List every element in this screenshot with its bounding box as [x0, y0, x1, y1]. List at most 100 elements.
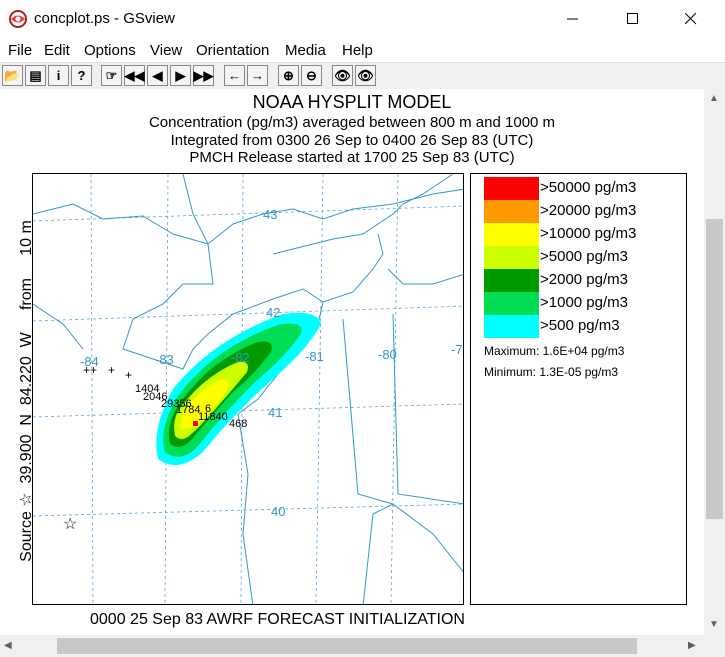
svg-text:+: +	[83, 363, 90, 377]
legend-label: >20000 pg/m3	[540, 202, 637, 219]
lon-label: -83	[155, 352, 174, 367]
find-button[interactable]: 👁	[332, 65, 353, 86]
legend-swatch	[484, 223, 539, 246]
folder-open-icon: 📂	[4, 67, 21, 83]
forecast-footer: 0000 25 Sep 83 AWRF FORECAST INITIALIZAT…	[90, 611, 465, 628]
arrow-left-icon: ←	[228, 68, 241, 83]
minimize-button[interactable]	[550, 0, 596, 38]
legend-swatch	[484, 177, 539, 200]
document-view: NOAA HYSPLIT MODEL Concentration (pg/m3)…	[0, 89, 704, 635]
horizontal-scroll-thumb[interactable]	[57, 638, 637, 654]
legend-swatch	[484, 246, 539, 269]
menu-bar: File Edit Options View Orientation Media…	[0, 38, 725, 62]
eye-icon: 👁	[357, 67, 374, 83]
menu-media[interactable]: Media	[285, 42, 326, 59]
sampler-markers: + + + +	[83, 363, 132, 382]
window-title: concplot.ps - GSview	[34, 10, 175, 27]
plot-subtitle-integration: Integrated from 0300 26 Sep to 0400 26 S…	[170, 132, 534, 149]
menu-orientation[interactable]: Orientation	[196, 42, 270, 59]
chevron-left-icon: ◀	[152, 67, 163, 83]
scroll-left-icon[interactable]: ◀	[4, 640, 12, 651]
printer-icon: ▤	[29, 67, 42, 83]
lat-labels: 43 42 41 40	[263, 207, 285, 519]
next-page-button[interactable]: ▶	[170, 65, 191, 86]
menu-options[interactable]: Options	[84, 42, 136, 59]
page-goto-icon: ☞	[105, 67, 118, 83]
sampler-label: 11840	[198, 411, 228, 423]
toolbar: 📂 ▤ i ? ☞ ◀◀ ◀ ▶ ▶▶ ← → ⊕ ⊖ 👁 👁	[0, 62, 725, 89]
graticule	[33, 174, 463, 604]
lon-label: -81	[305, 349, 324, 364]
sampler-label: 2046	[143, 391, 167, 403]
question-icon: ?	[77, 68, 86, 83]
plot-title: NOAA HYSPLIT MODEL	[252, 92, 452, 112]
zoom-out-button[interactable]: ⊖	[301, 65, 322, 86]
legend-label: >1000 pg/m3	[540, 294, 628, 311]
legend-label: >5000 pg/m3	[540, 248, 628, 265]
plume-contours	[156, 312, 321, 466]
maximum-value: Maximum: 1.6E+04 pg/m3	[484, 344, 625, 358]
lon-label: -82	[231, 350, 250, 365]
lon-label: -79	[451, 342, 464, 357]
goto-page-button[interactable]: ☞	[101, 65, 122, 86]
scrollbar-corner	[704, 635, 725, 657]
sampler-label: 1404	[135, 383, 159, 395]
legend-label: >10000 pg/m3	[540, 225, 637, 242]
legend-label: >50000 pg/m3	[540, 179, 637, 196]
scroll-up-icon[interactable]: ▲	[709, 93, 719, 104]
forward-button[interactable]: →	[247, 65, 268, 86]
open-button[interactable]: 📂	[2, 65, 23, 86]
legend-swatch	[484, 269, 539, 292]
menu-edit[interactable]: Edit	[44, 42, 70, 59]
map-canvas: ☆ + + + + 1404 2046 29356 1784 6 11840 468 …	[33, 174, 464, 604]
legend-label: >2000 pg/m3	[540, 271, 628, 288]
sampler-label: 29356	[161, 398, 192, 410]
legend-label: >500 pg/m3	[540, 317, 620, 334]
info-icon: i	[56, 68, 61, 83]
first-page-button[interactable]: ◀◀	[124, 65, 145, 86]
sampler-label: 6	[205, 403, 211, 415]
vertical-scrollbar[interactable]: ▲ ▼	[704, 89, 725, 635]
legend-swatch	[484, 315, 539, 338]
sampler-label: 468	[229, 418, 247, 430]
last-page-button[interactable]: ▶▶	[193, 65, 214, 86]
maximize-button[interactable]	[610, 0, 656, 38]
find-next-button[interactable]: 👁	[355, 65, 376, 86]
zoom-in-icon: ⊕	[283, 67, 294, 83]
menu-view[interactable]: View	[150, 42, 183, 59]
gsview-app-icon[interactable]	[8, 9, 28, 29]
lon-labels: -84 -83 -82 -81 -80 -79	[80, 342, 464, 369]
vertical-scroll-thumb[interactable]	[706, 219, 723, 519]
close-button[interactable]	[668, 0, 714, 38]
menu-help[interactable]: Help	[342, 42, 373, 59]
plot-subtitle-concentration: Concentration (pg/m3) averaged between 8…	[148, 114, 556, 131]
close-icon	[685, 13, 697, 25]
horizontal-scrollbar[interactable]: ◀ ▶	[0, 635, 704, 657]
sampler-label: 1784	[176, 404, 200, 416]
source-marker	[193, 421, 198, 426]
lat-label: 42	[266, 305, 280, 320]
scroll-down-icon[interactable]: ▼	[709, 619, 719, 630]
legend: >50000 pg/m3 >20000 pg/m3 >10000 pg/m3 >500…	[470, 173, 687, 605]
prev-page-button[interactable]: ◀	[147, 65, 168, 86]
legend-swatch	[484, 292, 539, 315]
menu-file[interactable]: File	[8, 42, 33, 59]
skip-back-icon: ◀◀	[124, 67, 145, 83]
back-button[interactable]: ←	[224, 65, 245, 86]
print-button[interactable]: ▤	[25, 65, 46, 86]
zoom-out-icon: ⊖	[306, 67, 317, 83]
minimize-icon	[567, 18, 578, 20]
zoom-in-button[interactable]: ⊕	[278, 65, 299, 86]
lon-label: -80	[378, 347, 397, 362]
svg-text:+: +	[108, 363, 115, 377]
lon-label: -84	[80, 354, 99, 369]
source-star-icon: ☆	[63, 516, 77, 533]
chevron-right-icon: ▶	[175, 67, 186, 83]
info-button[interactable]: i	[48, 65, 69, 86]
lat-label: 40	[271, 504, 285, 519]
help-button[interactable]: ?	[71, 65, 92, 86]
scroll-right-icon[interactable]: ▶	[688, 640, 696, 651]
maximize-icon	[627, 13, 638, 24]
skip-forward-icon: ▶▶	[193, 67, 214, 83]
sampler-labels: 1404 2046 29356 1784 6 11840 468	[135, 383, 247, 430]
